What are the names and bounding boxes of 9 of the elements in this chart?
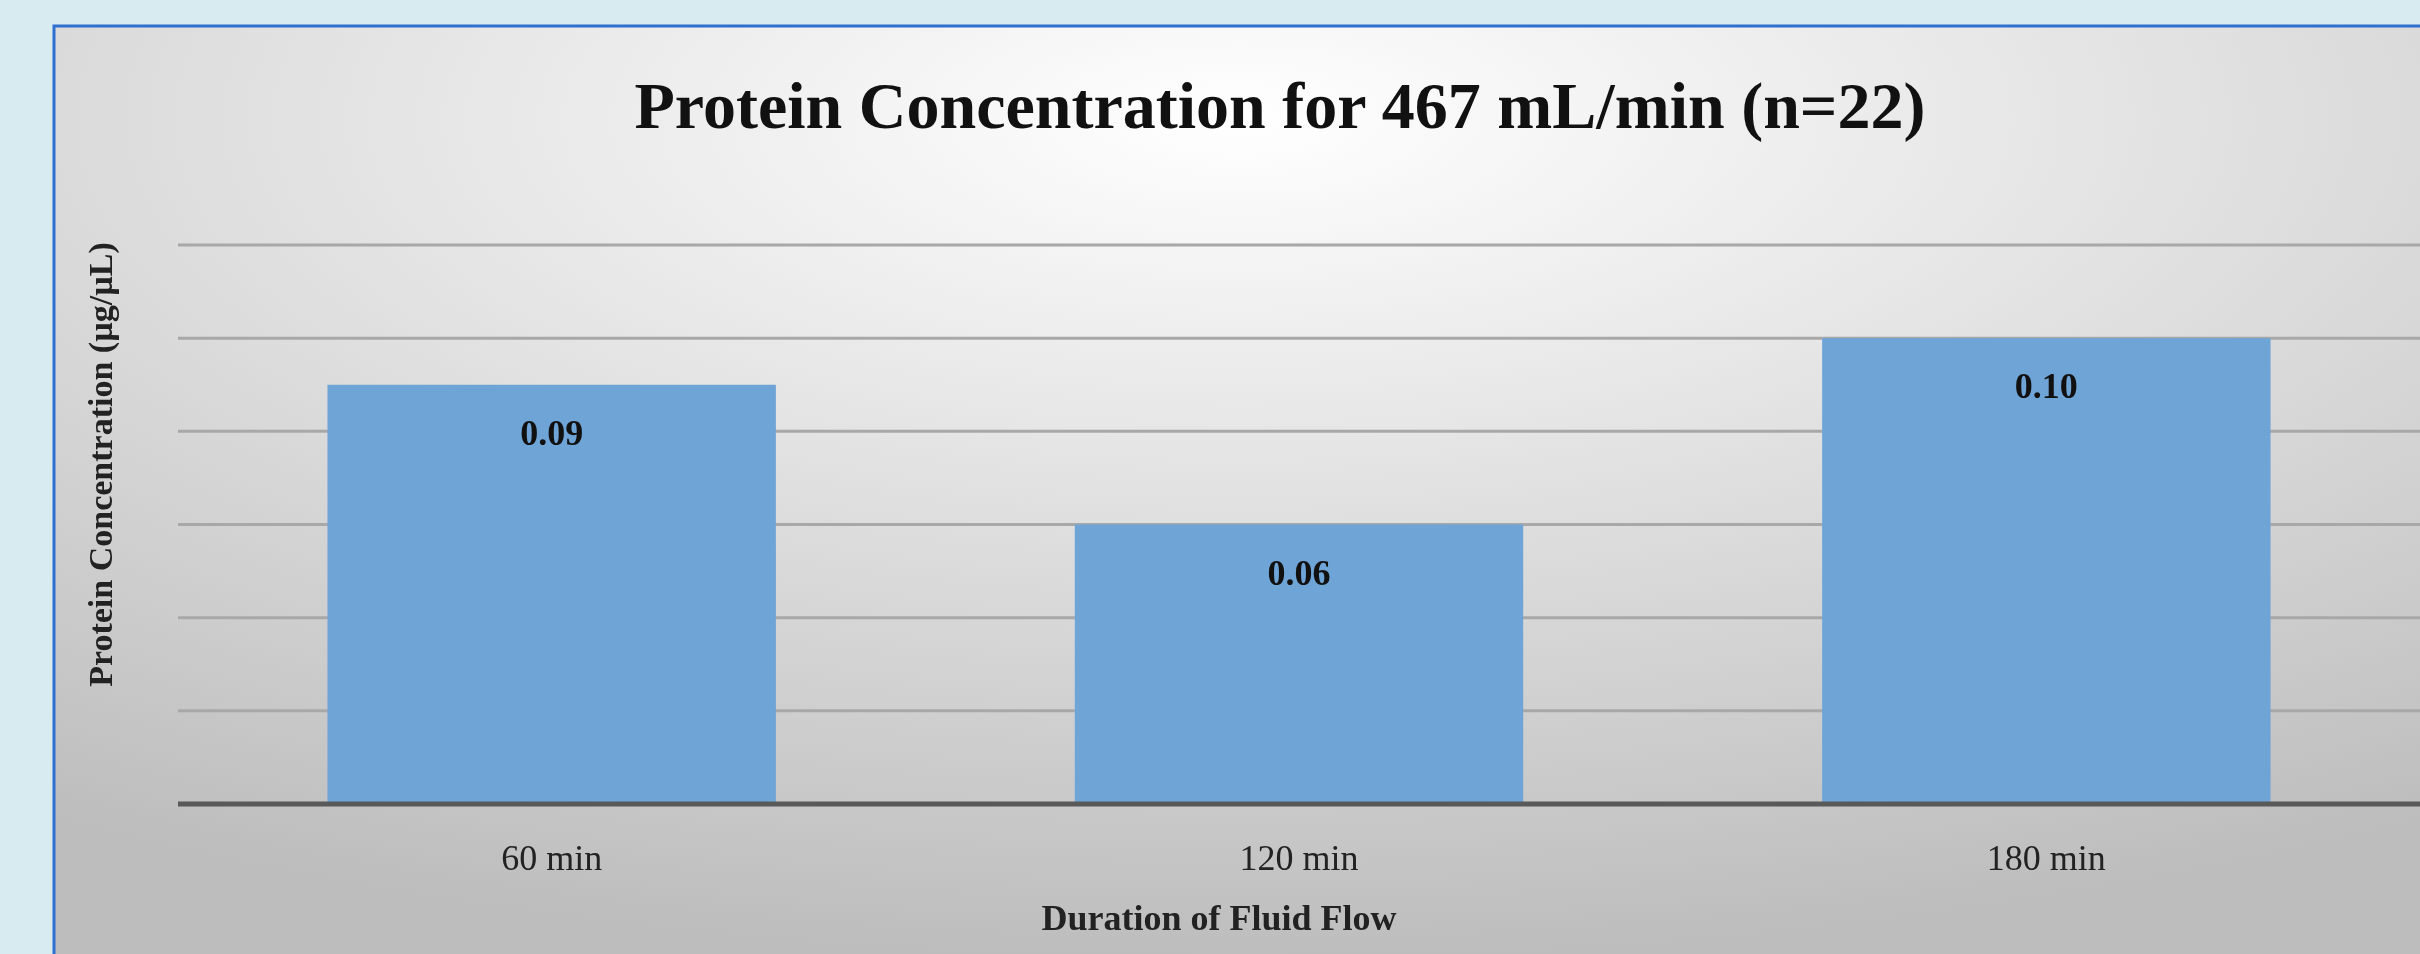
chart-title: Protein Concentration for 467 mL/min (n=22) bbox=[634, 69, 1926, 143]
x-tick-label: 180 min bbox=[1986, 838, 2106, 878]
x-tick-label: 60 min bbox=[501, 838, 603, 878]
data-label: 0.10 bbox=[2014, 366, 2078, 407]
x-tick-label: 120 min bbox=[1239, 838, 1359, 878]
data-label: 0.09 bbox=[520, 412, 584, 453]
y-axis-title: Protein Concentration (µg/µL) bbox=[82, 242, 120, 687]
x-axis-title: Duration of Fluid Flow bbox=[1041, 898, 1397, 938]
data-label: 0.06 bbox=[1267, 552, 1331, 593]
